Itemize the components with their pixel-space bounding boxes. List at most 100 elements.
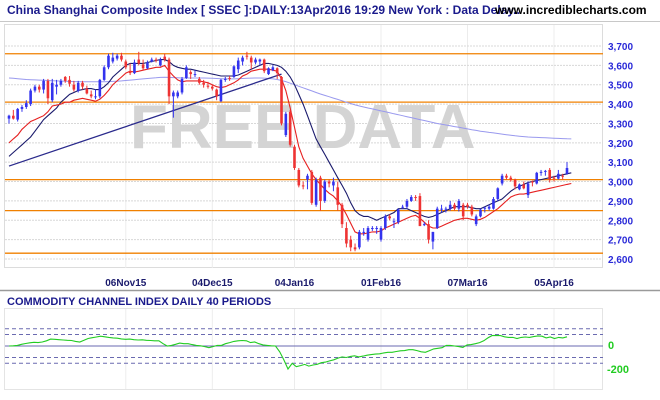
candle [133, 59, 136, 75]
candle-body [314, 179, 318, 205]
candle [20, 105, 24, 112]
candle-body [379, 228, 383, 240]
candle-body [236, 60, 240, 70]
candle [267, 67, 270, 76]
candle [461, 202, 465, 221]
date-tick-label: 06Nov15 [105, 278, 147, 289]
candle [544, 169, 547, 176]
fast-ma-line [8, 64, 572, 235]
trendline [8, 73, 282, 167]
candle [128, 63, 132, 76]
candle-body [539, 171, 543, 173]
candle-body [327, 181, 331, 184]
candle-body [487, 206, 491, 209]
candle-body [358, 231, 361, 248]
candle-body [180, 78, 184, 93]
candle [59, 78, 63, 87]
candle-body [522, 184, 526, 189]
price-tick-label: 2,900 [608, 197, 633, 208]
candle [172, 90, 175, 118]
candle-body [76, 82, 80, 91]
candle-body [505, 175, 508, 178]
candle-body [353, 247, 357, 250]
candle [418, 193, 422, 227]
price-axis: 3,700 3,600 3,500 3,400 3,300 3,200 3,100 3,000… [608, 42, 633, 266]
candle-body [332, 181, 335, 186]
candle [327, 179, 331, 188]
candle-body [414, 197, 417, 199]
candle [150, 57, 154, 63]
candle [332, 177, 335, 192]
long-moving-average [8, 76, 572, 140]
candle [435, 206, 439, 229]
candle-body [366, 228, 370, 240]
candle-body [271, 67, 275, 71]
candlesticks [7, 51, 569, 252]
candle [388, 214, 391, 221]
candle [50, 78, 54, 103]
candle-body [349, 239, 353, 248]
candle-body [453, 204, 456, 209]
price-tick-label: 3,600 [608, 61, 633, 72]
candle [154, 57, 158, 63]
candle-body [185, 67, 188, 78]
price-pane: FREE DATA 3,7003,6003,5003,4003,3003,200… [4, 24, 633, 268]
chart-title: China Shanghai Composite Index [ SSEC ]:… [7, 3, 520, 17]
candle [81, 80, 84, 90]
candle-body [154, 59, 158, 61]
candle-body [89, 94, 93, 97]
candle [470, 204, 474, 217]
candle [94, 89, 97, 100]
candle-body [288, 111, 292, 145]
cci-vertical-gridlines [125, 309, 555, 389]
candle [206, 81, 210, 89]
date-axis: 06Nov15 04Dec15 04Jan16 01Feb16 07Mar16 05Apr… [105, 278, 574, 289]
date-tick-label: 04Dec15 [192, 278, 233, 289]
candle-body [223, 78, 227, 80]
candle-body [159, 59, 162, 66]
candle [42, 78, 45, 94]
candle-body [68, 79, 71, 84]
candle [249, 55, 253, 70]
candle [236, 57, 240, 74]
candle-body [267, 68, 270, 75]
price-tick-label: 3,500 [608, 81, 633, 92]
candle-body [297, 169, 301, 186]
candle-body [172, 92, 175, 97]
candle-body [219, 79, 223, 102]
candle-body [107, 55, 110, 68]
candle [492, 197, 495, 210]
candle [72, 80, 76, 92]
candle-body [427, 224, 430, 240]
candle-body [50, 82, 54, 101]
candle [89, 90, 93, 99]
candle-body [167, 59, 171, 97]
price-tick-label: 3,400 [608, 100, 633, 111]
candle-body [146, 62, 149, 69]
price-tick-label: 3,200 [608, 139, 633, 150]
slow-moving-average [8, 59, 572, 221]
date-tick-label: 05Apr16 [534, 278, 574, 289]
candle [254, 57, 257, 65]
candle [16, 107, 19, 122]
candle-body [479, 209, 482, 217]
candle [336, 181, 340, 211]
candle-body [249, 57, 253, 63]
date-tick-label: 01Feb16 [361, 278, 401, 289]
candle [371, 226, 374, 231]
candle [513, 178, 517, 190]
candle [474, 214, 478, 227]
site-link[interactable]: www.incrediblecharts.com [494, 3, 647, 17]
candle [124, 59, 128, 70]
candle-body [500, 175, 504, 184]
candle [98, 78, 102, 99]
candle [548, 167, 551, 183]
candle-body [163, 56, 167, 60]
candle-body [306, 175, 309, 180]
candle-body [431, 231, 435, 242]
candle-body [422, 224, 426, 226]
candle-body [565, 167, 569, 174]
candle-body [33, 86, 37, 91]
candle-body [59, 80, 63, 85]
candle-body [535, 172, 539, 184]
